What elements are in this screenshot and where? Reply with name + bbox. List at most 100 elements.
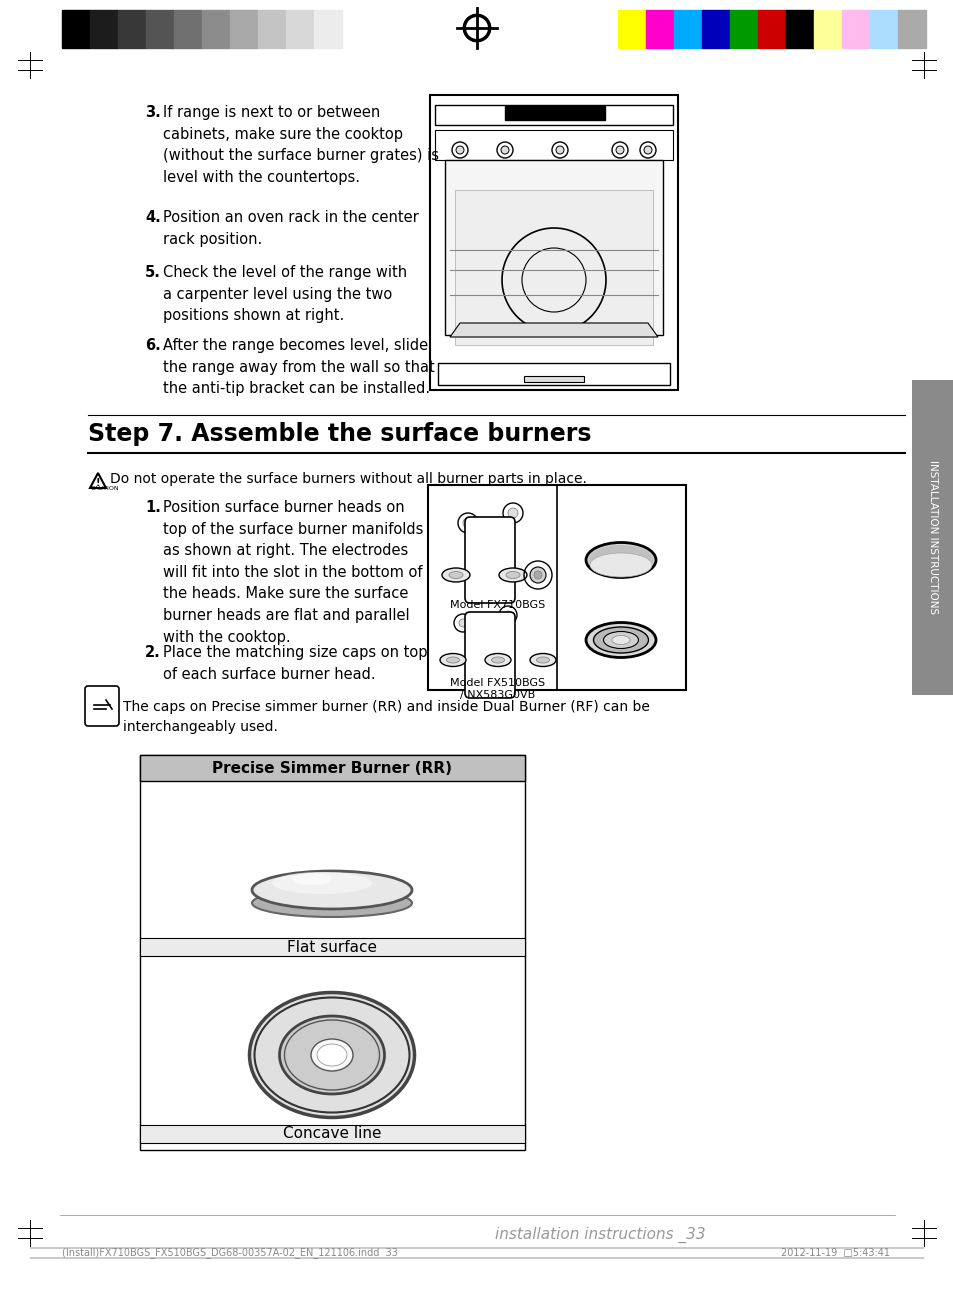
Ellipse shape <box>588 545 653 575</box>
Text: installation instructions _33: installation instructions _33 <box>495 1227 704 1242</box>
Text: INSTALLATION INSTRUCTIONS: INSTALLATION INSTRUCTIONS <box>927 461 937 614</box>
Bar <box>118 10 146 48</box>
Bar <box>504 105 604 120</box>
Bar <box>523 376 583 382</box>
Ellipse shape <box>292 873 332 885</box>
Text: !: ! <box>95 477 100 488</box>
Circle shape <box>503 611 512 619</box>
Text: 2.: 2. <box>145 645 161 660</box>
Bar <box>62 10 90 48</box>
Ellipse shape <box>530 653 556 666</box>
Circle shape <box>643 146 651 154</box>
Bar <box>455 190 652 345</box>
Ellipse shape <box>439 653 465 666</box>
Text: Place the matching size caps on top
of each surface burner head.: Place the matching size caps on top of e… <box>163 645 427 682</box>
Bar <box>869 10 897 48</box>
Bar <box>314 10 341 48</box>
Circle shape <box>456 146 463 154</box>
Text: Check the level of the range with
a carpenter level using the two
positions show: Check the level of the range with a carp… <box>163 265 407 323</box>
Text: CAUTION: CAUTION <box>91 487 119 490</box>
Text: Precise Simmer Burner (RR): Precise Simmer Burner (RR) <box>212 761 452 775</box>
Circle shape <box>556 146 563 154</box>
Ellipse shape <box>491 657 504 664</box>
Text: 5.: 5. <box>145 265 161 280</box>
Circle shape <box>507 507 517 518</box>
Text: 6.: 6. <box>145 338 161 353</box>
Ellipse shape <box>589 553 651 578</box>
Bar <box>202 10 230 48</box>
Ellipse shape <box>441 569 470 582</box>
Circle shape <box>500 146 509 154</box>
Text: After the range becomes level, slide
the range away from the wall so that
the an: After the range becomes level, slide the… <box>163 338 435 397</box>
Bar <box>90 10 118 48</box>
Circle shape <box>530 567 545 583</box>
Text: 3.: 3. <box>145 105 161 120</box>
Ellipse shape <box>316 1043 347 1066</box>
Circle shape <box>458 619 467 627</box>
Ellipse shape <box>536 657 549 664</box>
Text: Model FX710BGS: Model FX710BGS <box>450 600 545 610</box>
Bar <box>437 363 669 385</box>
Ellipse shape <box>446 657 459 664</box>
Text: 1.: 1. <box>145 500 161 515</box>
Circle shape <box>463 16 490 42</box>
Text: Model FX510BGS
/ NX583G0VB: Model FX510BGS / NX583G0VB <box>450 678 545 700</box>
Circle shape <box>616 146 623 154</box>
Text: Step 7. Assemble the surface burners: Step 7. Assemble the surface burners <box>88 422 591 446</box>
Text: Flat surface: Flat surface <box>287 939 376 955</box>
Ellipse shape <box>250 993 414 1118</box>
Bar <box>813 10 841 48</box>
FancyBboxPatch shape <box>464 516 515 602</box>
Bar <box>428 485 685 690</box>
FancyBboxPatch shape <box>464 611 515 699</box>
Ellipse shape <box>449 571 462 579</box>
Text: 4.: 4. <box>145 209 161 225</box>
Bar <box>729 10 758 48</box>
Text: Concave line: Concave line <box>282 1127 381 1141</box>
Bar <box>673 10 701 48</box>
Ellipse shape <box>252 889 412 917</box>
Ellipse shape <box>498 569 526 582</box>
Bar <box>140 755 524 781</box>
Bar <box>230 10 257 48</box>
FancyBboxPatch shape <box>85 686 119 726</box>
Bar <box>173 10 202 48</box>
Bar <box>140 938 524 956</box>
Ellipse shape <box>311 1039 353 1071</box>
Ellipse shape <box>603 631 638 648</box>
Bar <box>146 10 173 48</box>
Bar <box>140 755 524 1150</box>
Bar <box>618 10 645 48</box>
Bar <box>841 10 869 48</box>
Circle shape <box>465 17 488 39</box>
Ellipse shape <box>272 872 372 894</box>
Ellipse shape <box>279 1016 384 1094</box>
Bar <box>257 10 286 48</box>
Bar <box>286 10 314 48</box>
Ellipse shape <box>484 653 511 666</box>
Ellipse shape <box>505 571 519 579</box>
Bar <box>758 10 785 48</box>
Bar <box>911 380 953 695</box>
Bar <box>435 105 672 125</box>
Ellipse shape <box>585 543 656 578</box>
Bar <box>897 10 925 48</box>
Text: 2012-11-19  □5:43:41: 2012-11-19 □5:43:41 <box>781 1248 889 1258</box>
Bar <box>430 95 678 390</box>
Text: Position surface burner heads on
top of the surface burner manifolds
as shown at: Position surface burner heads on top of … <box>163 500 423 644</box>
Polygon shape <box>450 323 658 337</box>
Text: (Install)FX710BGS_FX510BGS_DG68-00357A-02_EN_121106.indd  33: (Install)FX710BGS_FX510BGS_DG68-00357A-0… <box>62 1248 397 1258</box>
Bar <box>435 130 672 160</box>
Bar <box>140 1125 524 1144</box>
Text: If range is next to or between
cabinets, make sure the cooktop
(without the surf: If range is next to or between cabinets,… <box>163 105 438 185</box>
Circle shape <box>462 518 473 528</box>
Ellipse shape <box>252 870 412 909</box>
Bar <box>785 10 813 48</box>
Bar <box>701 10 729 48</box>
Text: Do not operate the surface burners without all burner parts in place.: Do not operate the surface burners witho… <box>110 472 586 487</box>
Text: Position an oven rack in the center
rack position.: Position an oven rack in the center rack… <box>163 209 418 247</box>
Circle shape <box>534 571 541 579</box>
Text: The caps on Precise simmer burner (RR) and inside Dual Burner (RF) can be
interc: The caps on Precise simmer burner (RR) a… <box>123 700 649 734</box>
Bar <box>645 10 673 48</box>
Ellipse shape <box>612 635 629 644</box>
